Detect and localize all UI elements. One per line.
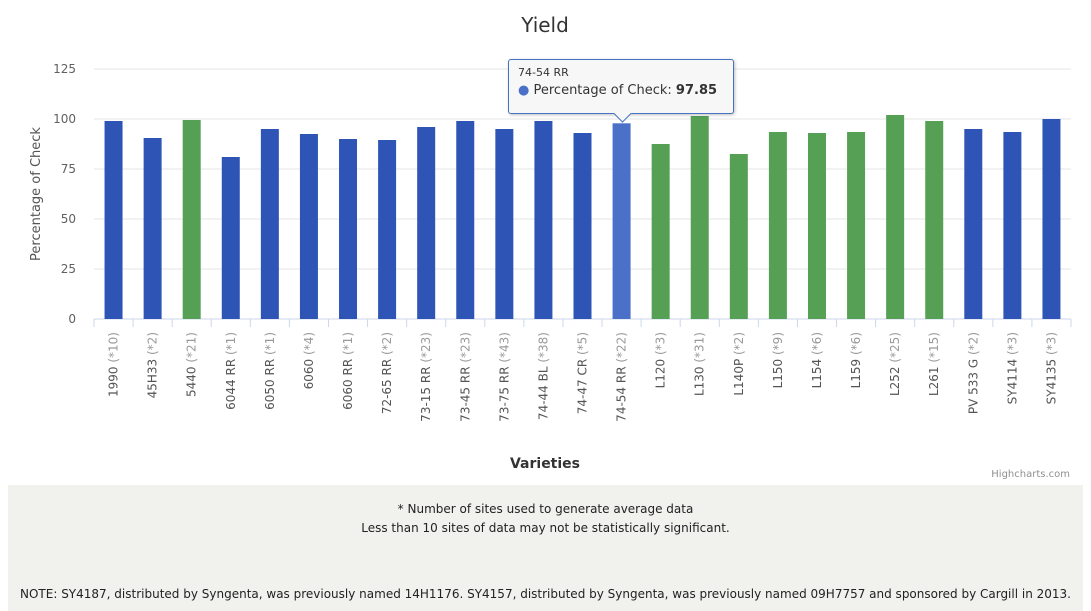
bar-9[interactable] [456, 121, 475, 319]
y-axis-ticks: 0 25 50 75 100 125 [53, 62, 76, 326]
y-tick-label: 75 [61, 162, 76, 176]
bar-24[interactable] [1042, 119, 1061, 319]
x-tick-label: 72-65 RR (*2) [380, 332, 394, 414]
x-tick-label: L140P (*2) [732, 332, 746, 396]
x-tick-label: L130 (*31) [693, 332, 707, 396]
bars [104, 115, 1061, 319]
y-tick-label: 125 [53, 62, 76, 76]
tooltip-series-label: Percentage of Check [533, 83, 668, 98]
bar-6[interactable] [339, 139, 358, 319]
footnote-significance: Less than 10 sites of data may not be st… [361, 521, 730, 535]
bar-20[interactable] [886, 115, 905, 319]
x-tick-label: L120 (*3) [654, 332, 668, 388]
y-tick-label: 50 [61, 212, 76, 226]
bar-21[interactable] [925, 121, 944, 319]
x-tick-label: 73-45 RR (*23) [458, 332, 472, 422]
x-tick-label: SY4114 (*3) [1005, 332, 1019, 404]
x-tick-label: 6044 RR (*1) [224, 332, 238, 410]
x-tick-label: 73-75 RR (*43) [497, 332, 511, 422]
x-tick-label: 6060 RR (*1) [341, 332, 355, 410]
bar-15[interactable] [690, 116, 709, 319]
series-dot-icon: ● [518, 83, 530, 98]
x-tick-label: 5440 (*21) [185, 332, 199, 397]
x-axis-ticks: 1990 (*10) 45H33 (*2) 5440 (*21) 6044 RR (*… [93, 319, 1072, 422]
x-tick-label: 6050 RR (*1) [263, 332, 277, 410]
y-axis-title: Percentage of Check [29, 127, 44, 261]
bar-4[interactable] [260, 129, 279, 319]
bar-8[interactable] [417, 127, 436, 319]
bar-2[interactable] [182, 120, 201, 319]
bar-1[interactable] [143, 138, 162, 319]
x-tick-label: L261 (*15) [927, 332, 941, 396]
bar-12[interactable] [573, 133, 592, 319]
tooltip-value: 97.85 [675, 83, 718, 98]
bar-14[interactable] [651, 144, 670, 319]
x-tick-label: 1990 (*10) [107, 332, 121, 397]
x-tick-label: 74-44 BL (*38) [536, 332, 550, 420]
bar-22[interactable] [964, 129, 983, 319]
tooltip-row: ● Percentage of Check: 97.85 [518, 83, 718, 98]
bar-19[interactable] [847, 132, 866, 319]
bar-23[interactable] [1003, 132, 1022, 319]
bar-7[interactable] [378, 140, 397, 319]
chart-tooltip: 74-54 RR ● Percentage of Check: 97.85 [508, 59, 734, 123]
bar-18[interactable] [807, 133, 826, 319]
tooltip-header: 74-54 RR [518, 66, 569, 79]
x-tick-label: L252 (*25) [888, 332, 902, 396]
x-tick-label: 74-54 RR (*22) [615, 332, 629, 422]
credits-link[interactable]: Highcharts.com [991, 469, 1070, 480]
yield-chart: Yield 0 25 50 75 100 125 1990 (*10) 45H33 (*2)… [29, 13, 1072, 480]
x-tick-label: 74-47 CR (*5) [576, 332, 590, 414]
chart-canvas: Yield 0 25 50 75 100 125 1990 (*10) 45H33 (*2)… [29, 13, 1072, 480]
x-tick-label: PV 533 G (*2) [966, 332, 980, 414]
bar-0[interactable] [104, 121, 123, 319]
y-tick-label: 0 [68, 312, 76, 326]
bar-10[interactable] [495, 129, 514, 319]
x-tick-label: L154 (*6) [810, 332, 824, 388]
bar-16[interactable] [729, 154, 748, 319]
x-tick-label: L150 (*9) [771, 332, 785, 388]
chart-title: Yield [520, 13, 569, 37]
x-tick-label: 6060 (*4) [302, 332, 316, 389]
x-tick-label: SY4135 (*3) [1044, 332, 1058, 404]
bar-17[interactable] [768, 132, 787, 319]
bar-5[interactable] [299, 134, 318, 319]
x-tick-label: 73-15 RR (*23) [419, 332, 433, 422]
bar-11[interactable] [534, 121, 553, 319]
x-tick-label: L159 (*6) [849, 332, 863, 388]
y-tick-label: 25 [61, 262, 76, 276]
bar-3[interactable] [221, 157, 240, 319]
footer-notes: * Number of sites used to generate avera… [8, 485, 1083, 611]
footnote-sites: * Number of sites used to generate avera… [397, 502, 694, 516]
bar-13[interactable] [612, 123, 631, 319]
footnote-syngenta: NOTE: SY4187, distributed by Syngenta, w… [20, 587, 1071, 601]
y-tick-label: 100 [53, 112, 76, 126]
x-tick-label: 45H33 (*2) [146, 332, 160, 398]
x-axis-title: Varieties [510, 456, 580, 472]
